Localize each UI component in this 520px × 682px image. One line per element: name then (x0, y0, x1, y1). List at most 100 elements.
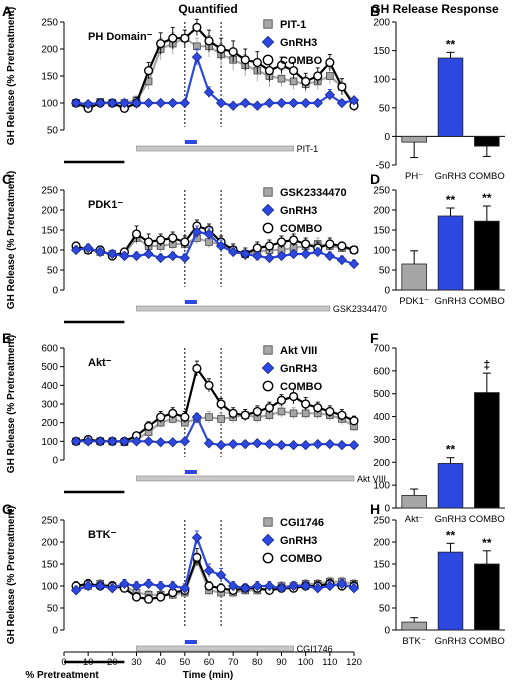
data-point (168, 33, 178, 43)
data-point (131, 97, 142, 109)
data-point (131, 250, 142, 262)
inset-label: BTK⁻ (88, 529, 117, 541)
y-axis-label: GH Release (% Pretreatment) (6, 7, 17, 145)
treatment-bar (136, 645, 294, 652)
y-tick-label: 400 (41, 381, 58, 392)
x-tick-label: 70 (228, 657, 239, 668)
x-tick-label: 80 (252, 657, 263, 668)
data-point (264, 252, 275, 264)
category-label: GnRH3 (435, 296, 467, 307)
data-point (215, 569, 227, 581)
y-tick-label: 400 (373, 412, 390, 423)
data-point (216, 44, 226, 54)
data-point (167, 250, 178, 262)
bar-panel-D: D 0 50 100 150 200 250 PDK1⁻ ** GnRH3 ** COMBO (370, 171, 505, 307)
data-point (143, 578, 154, 589)
data-point (70, 436, 82, 447)
data-point (83, 580, 94, 592)
data-point (119, 97, 130, 109)
y-tick-label: 50 (47, 266, 59, 277)
legend-marker (262, 222, 274, 234)
data-point (228, 246, 239, 258)
data-point (240, 410, 250, 420)
y-tick-label: 0 (52, 456, 58, 467)
significance-annotation: ** (482, 536, 492, 550)
data-point (215, 240, 227, 252)
data-point (119, 250, 130, 262)
y-tick-label: 100 (373, 582, 390, 593)
data-point (107, 583, 118, 594)
data-point (276, 97, 287, 109)
y-axis-label: GH Release (% Pretreatment) (6, 335, 17, 473)
data-point (228, 47, 238, 57)
data-point (228, 408, 238, 418)
data-point (288, 235, 299, 245)
treatment-bar-label: GSK2334470 (333, 304, 387, 314)
data-point (131, 592, 142, 602)
data-point (288, 97, 299, 109)
data-point (300, 97, 311, 109)
panel-letter: B (370, 3, 380, 19)
data-point (203, 87, 215, 98)
data-point (179, 252, 190, 264)
data-point (143, 594, 154, 604)
data-point (107, 97, 118, 109)
data-point (276, 237, 287, 247)
legend-label: GnRH3 (280, 535, 317, 547)
y-tick-label: 200 (373, 206, 390, 217)
data-point (205, 413, 213, 421)
legend-label: CGI1746 (280, 517, 324, 529)
data-point (301, 76, 311, 87)
bar (401, 135, 427, 143)
data-point (143, 421, 154, 432)
legend-label: PIT-1 (280, 19, 306, 31)
line-panel-G: GGH Release (% Pretreatment) 0 50 100 150 200… (2, 501, 360, 664)
series-diamond (70, 225, 360, 270)
y-tick-label: 250 (41, 186, 58, 197)
y-tick-label: 200 (373, 538, 390, 549)
data-point (192, 363, 202, 374)
x-tick-label: 20 (107, 657, 118, 668)
category-label: COMBO (469, 171, 505, 182)
legend-marker (263, 187, 273, 197)
y-tick-label: 150 (41, 72, 58, 83)
data-point (70, 244, 82, 256)
y-tick-label: 50 (379, 266, 391, 277)
data-point (240, 97, 251, 109)
category-label: GnRH3 (435, 514, 467, 525)
data-point (107, 436, 118, 447)
data-point (252, 250, 263, 262)
data-point (264, 97, 275, 109)
treatment-bar-label: PIT-1 (297, 144, 319, 154)
data-point (312, 246, 323, 258)
data-point (324, 580, 335, 592)
data-point (180, 237, 190, 247)
data-point (312, 97, 323, 109)
x-tick-label: 30 (131, 657, 142, 668)
data-point (83, 436, 94, 447)
panel-letter: C (2, 171, 12, 187)
data-point (107, 248, 118, 260)
data-point (216, 583, 226, 593)
data-point (191, 226, 203, 238)
y-tick-label: 200 (41, 418, 58, 429)
data-point (300, 580, 311, 592)
gnrh3-pulse-bar (184, 300, 197, 304)
y-tick-label: 50 (47, 604, 59, 615)
bar (437, 551, 464, 631)
data-point (203, 438, 215, 449)
legend-marker (263, 517, 273, 527)
y-tick-label: 300 (373, 435, 390, 446)
series-line (75, 410, 355, 444)
data-point (83, 98, 94, 110)
y-axis-label: GH Release (% Pretreatment) (6, 506, 17, 644)
legend-label: Akt VIII (280, 345, 317, 357)
gnrh3-pulse-bar (184, 140, 197, 144)
data-point (337, 82, 347, 92)
data-point (217, 415, 225, 423)
panel-letter: E (2, 330, 11, 346)
data-point (240, 55, 250, 65)
data-point (277, 74, 286, 83)
significance-annotation: ** (482, 191, 492, 205)
